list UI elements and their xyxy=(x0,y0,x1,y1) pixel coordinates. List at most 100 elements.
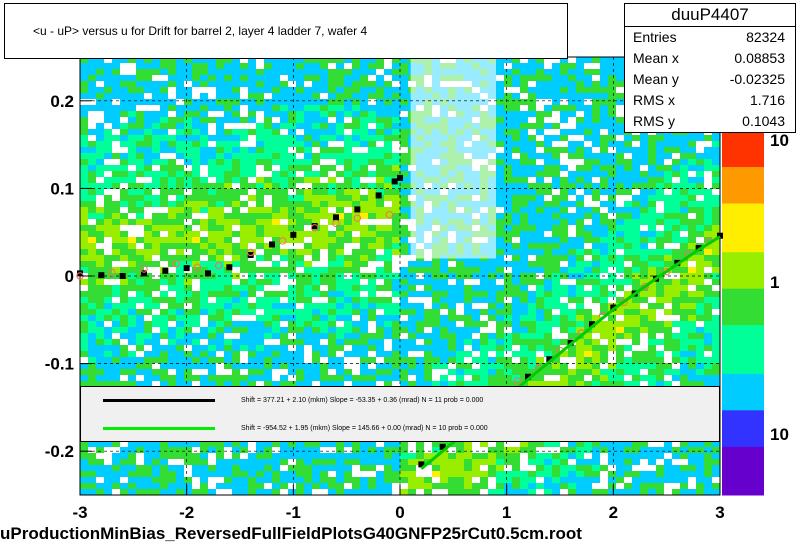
heatmap-cell xyxy=(248,87,256,93)
heatmap-cell xyxy=(376,111,384,117)
heatmap-cell xyxy=(680,165,688,171)
heatmap-cell xyxy=(568,243,576,249)
heatmap-cell xyxy=(584,231,592,237)
heatmap-cell xyxy=(184,339,192,345)
heatmap-cell xyxy=(496,69,504,75)
heatmap-cell xyxy=(664,225,672,231)
heatmap-cell xyxy=(392,111,400,117)
heatmap-cell xyxy=(536,441,544,447)
heatmap-cell xyxy=(224,375,232,381)
heatmap-cell xyxy=(216,231,224,237)
heatmap-cell xyxy=(320,465,328,471)
heatmap-cell xyxy=(384,225,392,231)
heatmap-cell xyxy=(608,225,616,231)
heatmap-cell xyxy=(712,315,720,321)
heatmap-cell xyxy=(448,459,456,465)
heatmap-cell xyxy=(520,141,528,147)
heatmap-cell xyxy=(88,381,96,387)
heatmap-cell xyxy=(320,309,328,315)
heatmap-cell xyxy=(464,369,472,375)
heatmap-cell xyxy=(480,339,488,345)
heatmap-cell xyxy=(352,309,360,315)
heatmap-cell xyxy=(552,159,560,165)
heatmap-cell xyxy=(496,447,504,453)
heatmap-cell xyxy=(368,309,376,315)
heatmap-cell xyxy=(464,327,472,333)
heatmap-cell xyxy=(312,195,320,201)
heatmap-cell xyxy=(480,345,488,351)
heatmap-cell xyxy=(656,213,664,219)
heatmap-cell xyxy=(176,141,184,147)
heatmap-cell xyxy=(200,351,208,357)
heatmap-cell xyxy=(144,441,152,447)
heatmap-cell xyxy=(80,111,88,117)
heatmap-cell xyxy=(328,327,336,333)
heatmap-cell xyxy=(168,261,176,267)
heatmap-cell xyxy=(488,363,496,369)
heatmap-cell xyxy=(536,69,544,75)
heatmap-cell xyxy=(224,117,232,123)
heatmap-cell xyxy=(368,273,376,279)
heatmap-cell xyxy=(680,195,688,201)
heatmap-cell xyxy=(160,243,168,249)
heatmap-cell xyxy=(656,165,664,171)
heatmap-cell xyxy=(360,237,368,243)
heatmap-cell xyxy=(160,357,168,363)
heatmap-cell xyxy=(120,351,128,357)
heatmap-cell xyxy=(328,309,336,315)
heatmap-cell xyxy=(592,69,600,75)
heatmap-cell xyxy=(368,63,376,69)
heatmap-cell xyxy=(712,225,720,231)
heatmap-cell xyxy=(568,213,576,219)
heatmap-cell xyxy=(264,471,272,477)
heatmap-cell xyxy=(328,489,336,495)
heatmap-cell xyxy=(344,171,352,177)
heatmap-cell xyxy=(608,363,616,369)
heatmap-cell xyxy=(240,213,248,219)
heatmap-cell xyxy=(248,75,256,81)
heatmap-cell xyxy=(472,483,480,489)
heatmap-cell xyxy=(200,465,208,471)
heatmap-cell xyxy=(344,123,352,129)
heatmap-cell xyxy=(200,243,208,249)
heatmap-cell xyxy=(304,315,312,321)
heatmap-cell xyxy=(696,219,704,225)
heatmap-cell xyxy=(96,333,104,339)
heatmap-cell xyxy=(304,69,312,75)
heatmap-cell xyxy=(280,195,288,201)
heatmap-cell xyxy=(312,213,320,219)
heatmap-cell xyxy=(88,237,96,243)
heatmap-cell xyxy=(144,225,152,231)
heatmap-cell xyxy=(96,315,104,321)
heatmap-cell xyxy=(176,273,184,279)
heatmap-cell xyxy=(576,363,584,369)
heatmap-cell xyxy=(152,279,160,285)
heatmap-cell xyxy=(624,249,632,255)
heatmap-cell xyxy=(296,327,304,333)
heatmap-cell xyxy=(144,147,152,153)
heatmap-cell xyxy=(440,279,448,285)
heatmap-cell xyxy=(584,123,592,129)
heatmap-cell xyxy=(592,291,600,297)
heatmap-cell xyxy=(504,129,512,135)
heatmap-cell xyxy=(288,291,296,297)
heatmap-cell xyxy=(216,135,224,141)
heatmap-cell xyxy=(96,351,104,357)
heatmap-cell xyxy=(288,327,296,333)
heatmap-cell xyxy=(232,201,240,207)
heatmap-cell xyxy=(528,93,536,99)
heatmap-cell xyxy=(312,351,320,357)
heatmap-cell xyxy=(288,201,296,207)
heatmap-cell xyxy=(712,291,720,297)
heatmap-cell xyxy=(672,285,680,291)
heatmap-cell xyxy=(696,309,704,315)
heatmap-cell xyxy=(152,303,160,309)
heatmap-cell xyxy=(528,297,536,303)
heatmap-cell xyxy=(680,201,688,207)
heatmap-cell xyxy=(432,471,440,477)
heatmap-cell xyxy=(344,333,352,339)
heatmap-cell xyxy=(264,219,272,225)
heatmap-cell xyxy=(296,105,304,111)
heatmap-cell xyxy=(568,441,576,447)
heatmap-cell xyxy=(504,447,512,453)
